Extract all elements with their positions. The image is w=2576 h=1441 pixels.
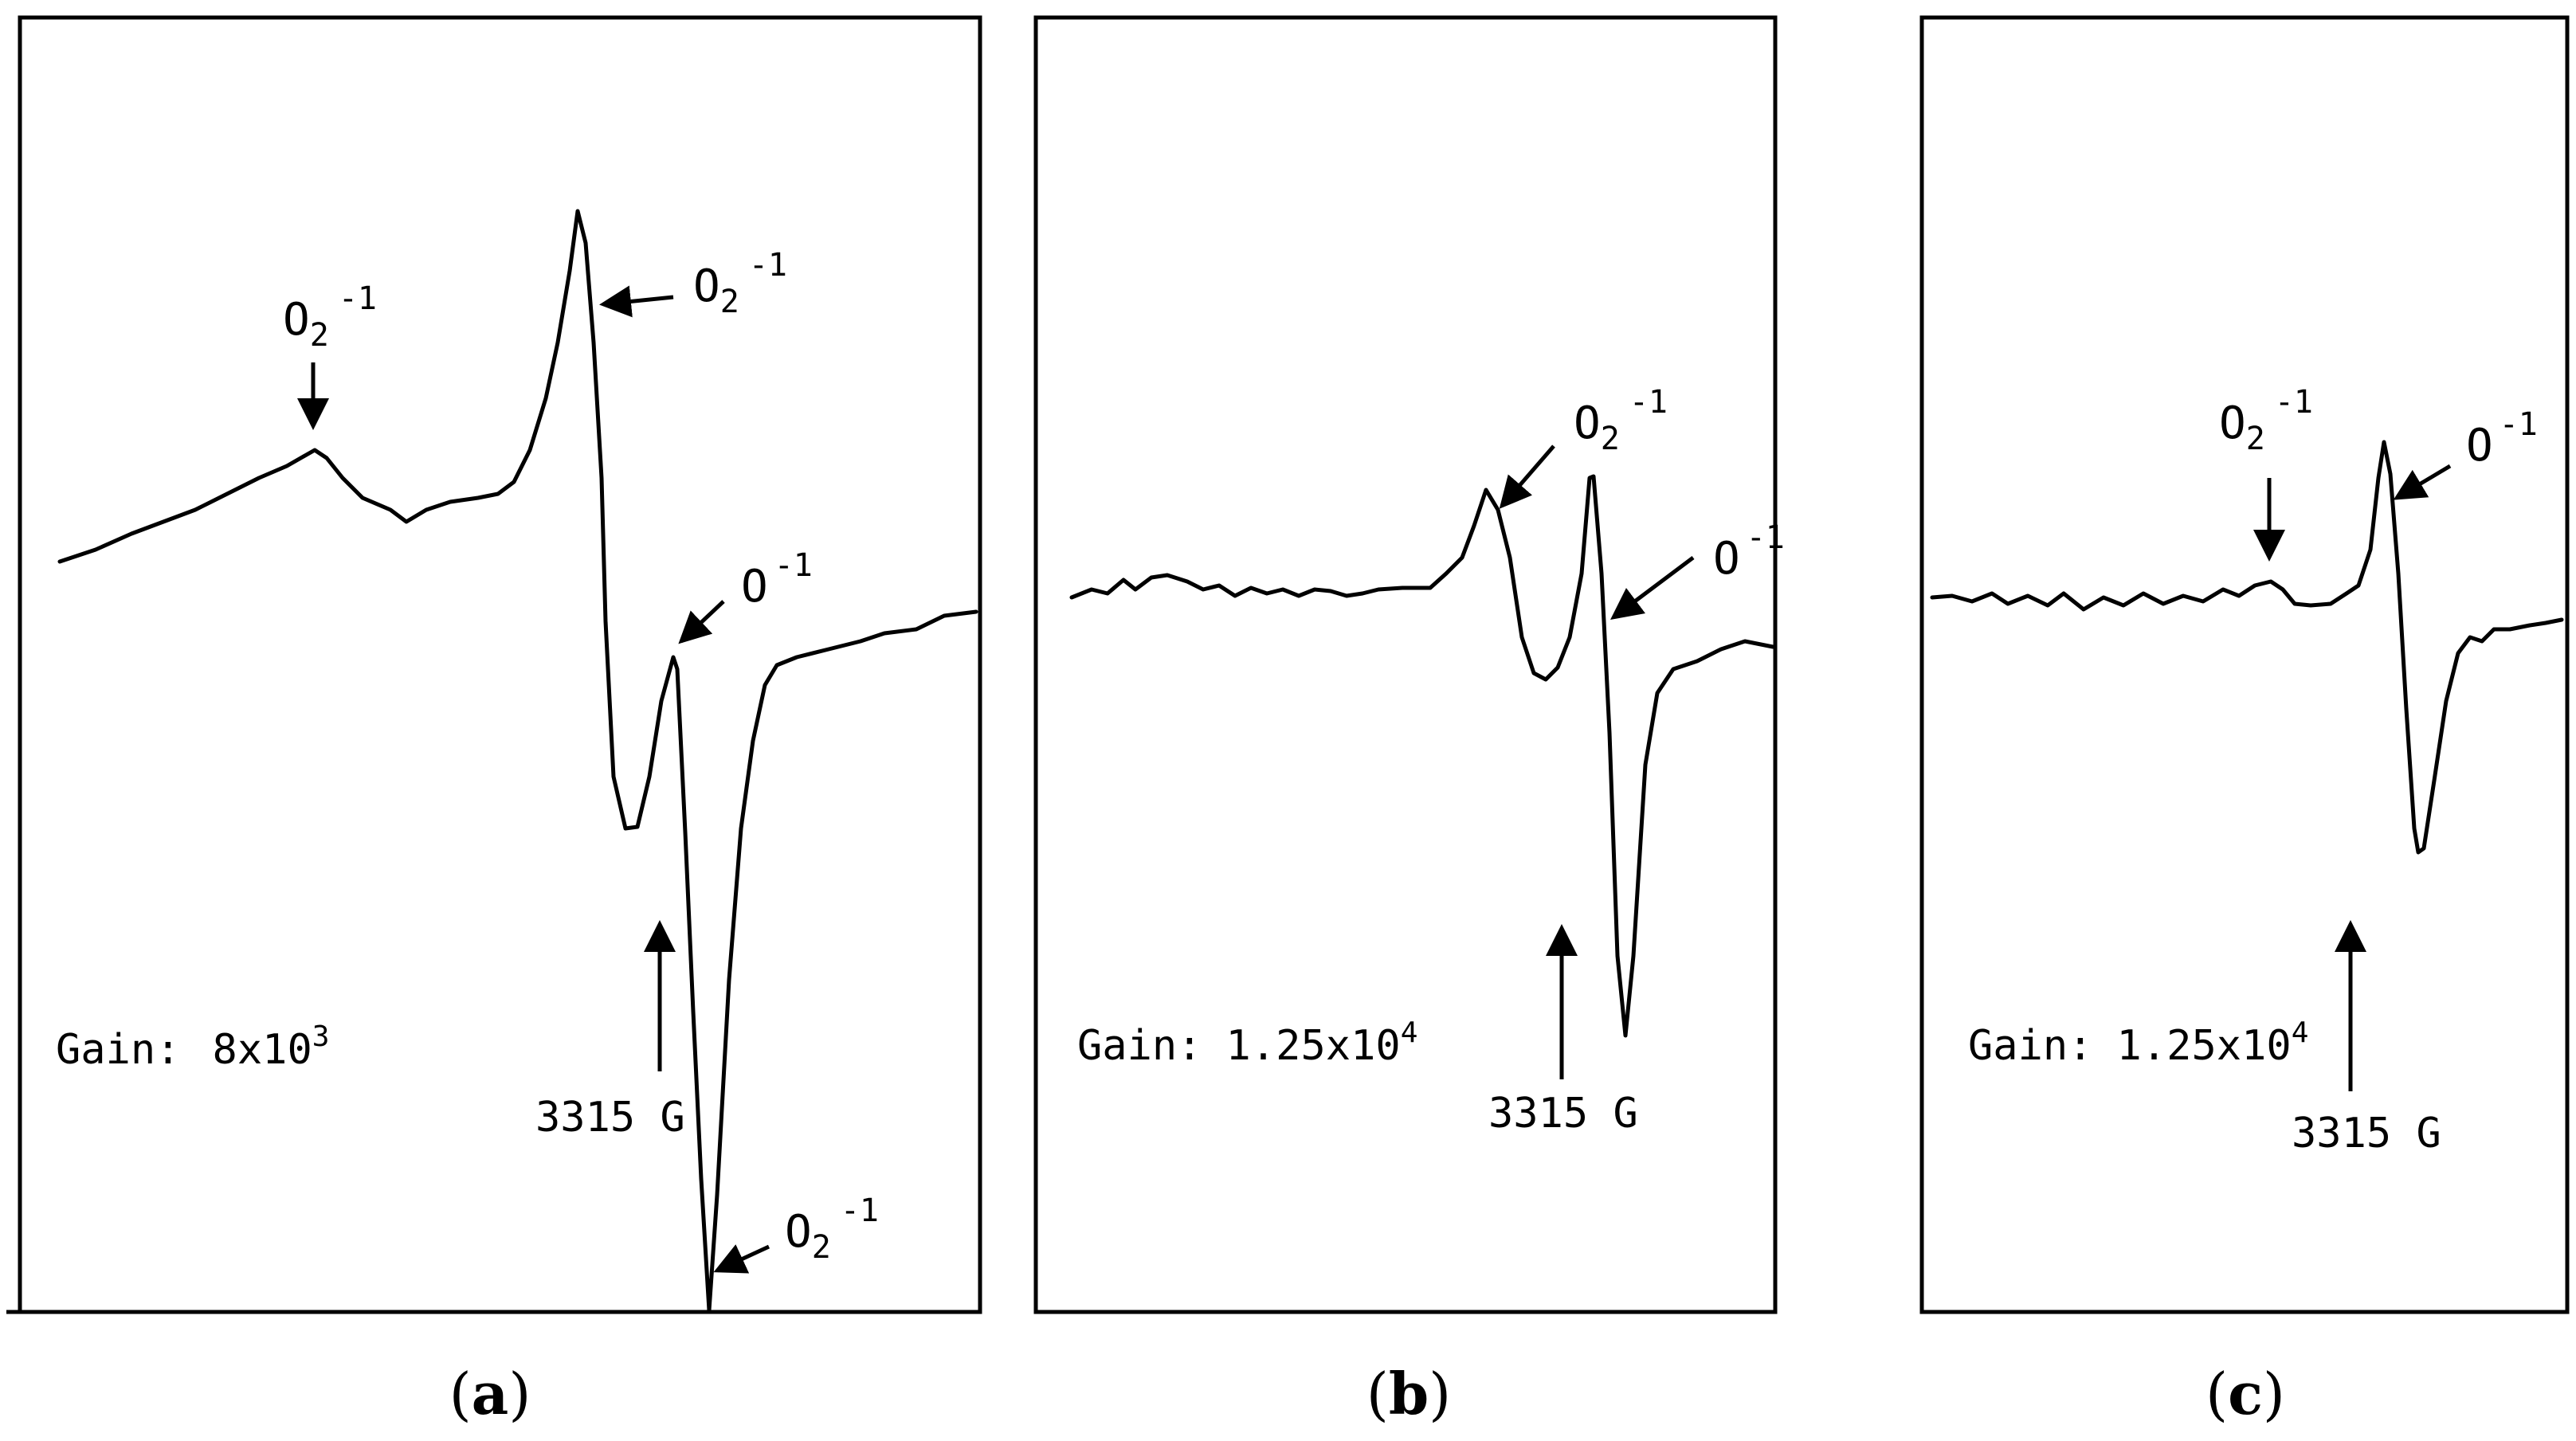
panel-a-field-marker: 3315 G (535, 920, 685, 1141)
panel-b-gain: Gain: 1.25x104 (1077, 1016, 1417, 1070)
svg-text:O2-1: O2 -1 (785, 1192, 879, 1266)
panel-c-gain: Gain: 1.25x104 (1968, 1016, 2308, 1070)
panel-a-annotation-1: O2 -1 (283, 280, 377, 430)
svg-text:O2-1: O2-1 (1574, 384, 1668, 457)
arrow-icon (1499, 444, 1555, 509)
superscript: -1 (1629, 384, 1668, 421)
svg-text:O2-1: O2 -1 (283, 280, 377, 354)
arrow-icon (713, 1244, 770, 1274)
species: O (741, 561, 768, 613)
panel-a-caption: (a) (449, 1360, 531, 1427)
gain-exponent: 4 (2292, 1016, 2309, 1049)
superscript: -1 (749, 247, 787, 284)
gain-label: Gain: (56, 1026, 181, 1074)
superscript: -1 (1747, 519, 1785, 556)
panel-b-annotation-1: O2-1 (1499, 384, 1668, 509)
subscript: 2 (812, 1229, 831, 1266)
subscript: 2 (310, 317, 329, 354)
gain-exponent: 4 (1401, 1016, 1418, 1049)
arrow-icon (678, 600, 725, 644)
superscript: -1 (2275, 384, 2313, 421)
species: O (1713, 533, 1740, 585)
arrow-icon (2393, 464, 2452, 500)
gain-value: 1.25x10 (2117, 1022, 2292, 1070)
panel-b: O2-1 O -1 3315 G Gain: 1.25x104 (1033, 15, 1785, 1314)
species: O (785, 1206, 812, 1258)
species: O (1574, 397, 1601, 449)
gain-label: Gain: (1077, 1022, 1202, 1070)
subscript: 2 (720, 284, 739, 320)
arrow-icon (599, 285, 674, 318)
subscript: 2 (1601, 421, 1620, 457)
panel-c-caption: (c) (2205, 1360, 2285, 1427)
gain-value: 8x10 (213, 1026, 312, 1074)
panel-c-spectrum-trace (1930, 440, 2564, 855)
panel-c: O2-1 O -1 3315 G Gain: 1.25x104 (1919, 15, 2570, 1314)
species: O (693, 260, 720, 312)
panel-c-annotation-1: O2 -1 (2219, 384, 2313, 562)
panel-c-field-marker: 3315 G (2292, 920, 2441, 1157)
field-marker-label: 3315 G (1488, 1090, 1638, 1138)
superscript: -1 (841, 1192, 879, 1229)
panel-c-frame (1919, 15, 2570, 1314)
svg-text:O-1: O -1 (741, 547, 813, 613)
panel-b-field-marker: 3315 G (1488, 924, 1638, 1138)
superscript: -1 (774, 547, 813, 584)
panel-a-gain: Gain: 8x103 (56, 1020, 329, 1074)
panel-c-annotation-2: O -1 (2393, 406, 2538, 500)
panel-a-frame (18, 15, 982, 1314)
svg-text:O-1: O -1 (1713, 519, 1785, 585)
panel-a-annotation-4: O2 -1 (713, 1192, 879, 1274)
gain-label: Gain: (1968, 1022, 2093, 1070)
panel-b-annotation-2: O -1 (1610, 519, 1785, 620)
gain-exponent: 3 (312, 1020, 330, 1053)
field-marker-label: 3315 G (535, 1094, 685, 1141)
superscript: -1 (2500, 406, 2538, 443)
superscript: -1 (339, 280, 377, 317)
svg-text:O2-1: O2 -1 (693, 247, 787, 320)
panel-a: O2-1 O2-1 O -1 O2-1 331 (6, 15, 982, 1314)
field-marker-label: 3315 G (2292, 1110, 2441, 1157)
subscript: 2 (2246, 421, 2265, 457)
panel-b-spectrum-trace (1069, 474, 1775, 1038)
svg-text:O-1: O -1 (2466, 406, 2538, 472)
species: O (283, 294, 310, 346)
panel-a-annotation-3: O -1 (678, 547, 813, 644)
species: O (2219, 397, 2246, 449)
panel-a-spectrum-trace (57, 209, 978, 1313)
svg-text:O2-1: O2 -1 (2219, 384, 2313, 457)
species: O (2466, 420, 2493, 472)
arrow-icon (1610, 556, 1695, 620)
gain-value: 1.25x10 (1226, 1022, 1401, 1070)
panel-a-annotation-2: O2 -1 (599, 247, 787, 320)
panel-b-frame (1033, 15, 1778, 1314)
panel-b-caption: (b) (1366, 1360, 1452, 1427)
